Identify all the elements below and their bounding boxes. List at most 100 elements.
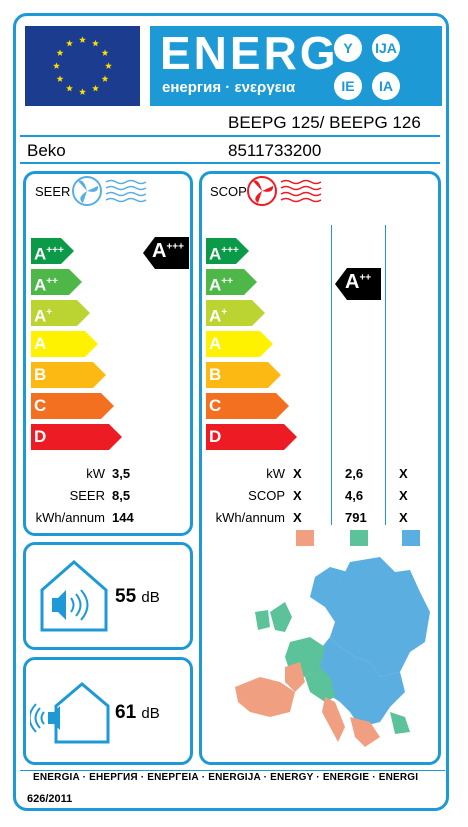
seer-scale-label: B: [34, 364, 46, 386]
seer-scale-bar: [31, 238, 75, 269]
seer-scale-bar: [31, 331, 99, 362]
seer-kwh-label: kWh/annum: [35, 510, 105, 525]
seer-seer-label: SEER: [69, 488, 105, 503]
seer-scale-label: A++: [34, 271, 58, 297]
scop-scale-bar: [206, 362, 282, 393]
scop-scale-letter: A: [209, 275, 222, 295]
seer-scale-sup: +++: [46, 245, 64, 256]
divider-1: [20, 135, 440, 137]
scop-scop-col2: 4,6: [345, 488, 364, 503]
scop-scale-label: D: [209, 426, 221, 448]
seer-scale-bar: [31, 269, 83, 300]
seer-scale-letter: D: [34, 427, 47, 446]
seer-scale-letter: A: [34, 244, 47, 264]
zone-colder-swatch: [402, 530, 420, 546]
scop-kw-label: kW: [266, 466, 285, 481]
seer-scale-label: C: [34, 395, 46, 417]
indoor-house-speaker-icon: [38, 558, 110, 639]
seer-kw-value: 3,5: [112, 466, 131, 481]
seer-scale-letter: C: [34, 396, 47, 415]
zone-average-swatch: [350, 530, 368, 546]
scop-scale-sup: ++: [221, 276, 233, 287]
scop-scale-bar: [206, 424, 298, 455]
scop-scale-letter: A: [209, 334, 222, 353]
scop-kwh-col3: X: [399, 510, 408, 525]
eu-stars-icon: [53, 36, 112, 95]
seer-title: SEER: [35, 184, 71, 199]
scop-scale-label: A++: [209, 271, 233, 297]
model-code: 8511733200: [228, 141, 322, 160]
scop-kwh-label: kWh/annum: [215, 510, 285, 525]
seer-scale-sup: ++: [46, 276, 58, 287]
scop-scale-letter: A: [209, 244, 222, 264]
scop-kwh-col1: X: [293, 510, 302, 525]
energy-title: ENERG: [160, 27, 339, 79]
scop-column-divider-1: [331, 225, 332, 525]
seer-scale-label: A+: [34, 302, 52, 328]
seer-scale-bar: [31, 424, 123, 455]
seer-scale-label: A: [34, 333, 46, 355]
seer-class-arrow: [143, 237, 189, 274]
seer-seer-value: 8,5: [112, 488, 131, 503]
scop-title: SCOP: [210, 184, 247, 199]
seer-scale-sup: +: [46, 307, 53, 318]
scop-scale-sup: +++: [221, 245, 239, 256]
divider-2: [20, 162, 440, 164]
scop-scale-letter: A: [209, 306, 222, 326]
scop-scop-label: SCOP: [248, 488, 285, 503]
scop-kw-col3: X: [399, 466, 408, 481]
scop-kwh-col2: 791: [345, 510, 367, 525]
outdoor-noise-panel: [23, 657, 193, 765]
seer-kwh-value: 144: [112, 510, 134, 525]
seer-scale-letter: A: [34, 306, 47, 326]
lang-ia: IA: [372, 72, 400, 100]
scop-kw-col1: X: [293, 466, 302, 481]
heating-fan-icon: [245, 174, 325, 213]
seer-scale-bar: [31, 362, 107, 393]
seer-scale-label: A+++: [34, 240, 64, 266]
scop-class-arrow: [335, 268, 381, 305]
scop-scale-label: C: [209, 395, 221, 417]
energy-subtitle: енергия · ενεργεια: [162, 79, 296, 96]
footer-divider: [20, 770, 445, 771]
seer-scale-bar: [31, 393, 115, 424]
scop-scale-label: A: [209, 333, 221, 355]
model-name: BEEPG 125/ BEEPG 126: [228, 113, 421, 132]
scop-scale-label: A+: [209, 302, 227, 328]
cooling-fan-icon: [70, 174, 150, 213]
scop-class: A++: [345, 271, 372, 293]
scop-scale-bar: [206, 331, 274, 362]
footer-languages: ENERGIA · ЕНЕРГИЯ · ΕΝΕΡΓΕΙΑ · ENERGIJA …: [33, 772, 419, 783]
seer-scale-letter: A: [34, 275, 47, 295]
zone-warmer-swatch: [296, 530, 314, 546]
scop-scale-bar: [206, 238, 250, 269]
scop-scop-col3: X: [399, 488, 408, 503]
indoor-noise-level: 55 dB: [115, 586, 160, 607]
scop-kw-col2: 2,6: [345, 466, 364, 481]
scop-scale-bar: [206, 269, 258, 300]
europe-climate-map: [230, 552, 435, 757]
scop-scale-letter: C: [209, 396, 222, 415]
seer-class: A+++: [152, 240, 184, 262]
scop-scale-bar: [206, 393, 290, 424]
scop-panel: [199, 171, 441, 765]
seer-kw-label: kW: [86, 466, 105, 481]
scop-scale-bar: [206, 300, 266, 331]
scop-scop-col1: X: [293, 488, 302, 503]
seer-scale-letter: A: [34, 334, 47, 353]
seer-scale-bar: [31, 300, 91, 331]
scop-scale-letter: D: [209, 427, 222, 446]
lang-ie: IE: [334, 72, 362, 100]
scop-scale-label: A+++: [209, 240, 239, 266]
scop-scale-label: B: [209, 364, 221, 386]
supplier-name: Beko: [27, 141, 66, 160]
scop-scale-sup: +: [221, 307, 228, 318]
seer-scale-label: D: [34, 426, 46, 448]
lang-y: Y: [334, 34, 362, 62]
seer-panel: [23, 171, 193, 536]
lang-ija: IJA: [372, 34, 400, 62]
indoor-noise-panel: [23, 542, 193, 650]
scop-scale-letter: B: [209, 365, 222, 384]
scop-column-divider-2: [385, 225, 386, 525]
regulation-number: 626/2011: [27, 793, 73, 805]
